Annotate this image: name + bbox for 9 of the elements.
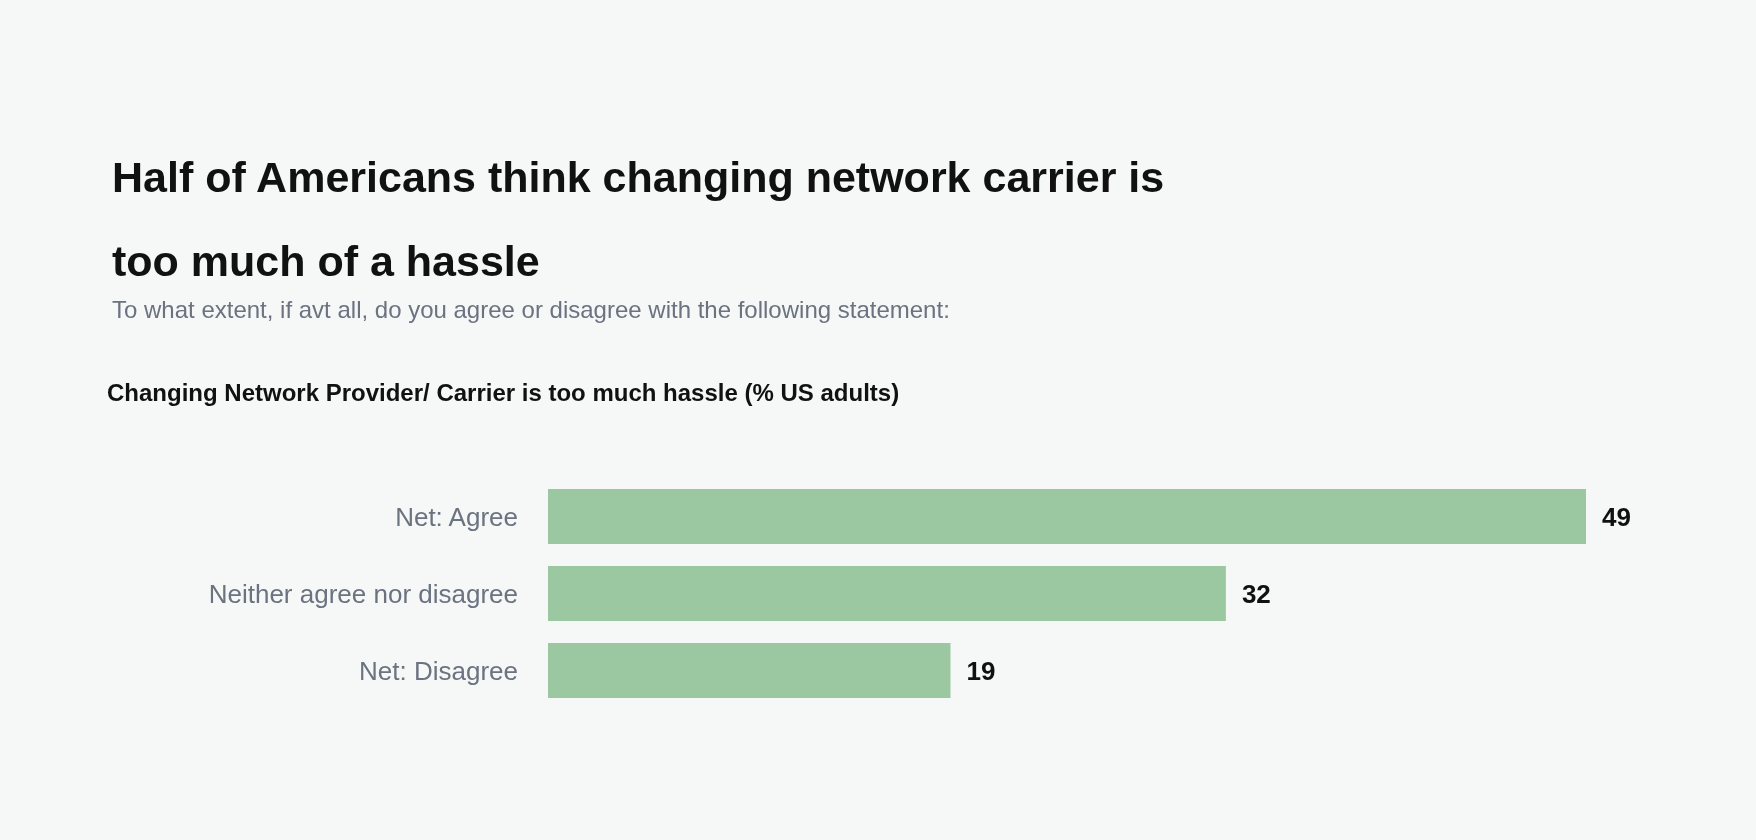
data-label: 49	[1602, 501, 1631, 532]
chart-title: Half of Americans think changing network carrier is too much of a hassle	[112, 153, 1177, 285]
y-tick-label: Net: Disagree	[359, 655, 518, 686]
text: Changing Network Provider/ Carrier is too much hassle (% US adults)	[107, 378, 900, 406]
data-label: 32	[1241, 578, 1271, 609]
chart-subtitle: To what extent, if avt all, do you agree or disagree with the following statement:	[112, 295, 950, 323]
data-label: 19	[966, 655, 996, 686]
y-tick-label: Neither agree nor disagree	[208, 578, 518, 609]
y-tick-label: Net: Agree	[395, 501, 518, 532]
